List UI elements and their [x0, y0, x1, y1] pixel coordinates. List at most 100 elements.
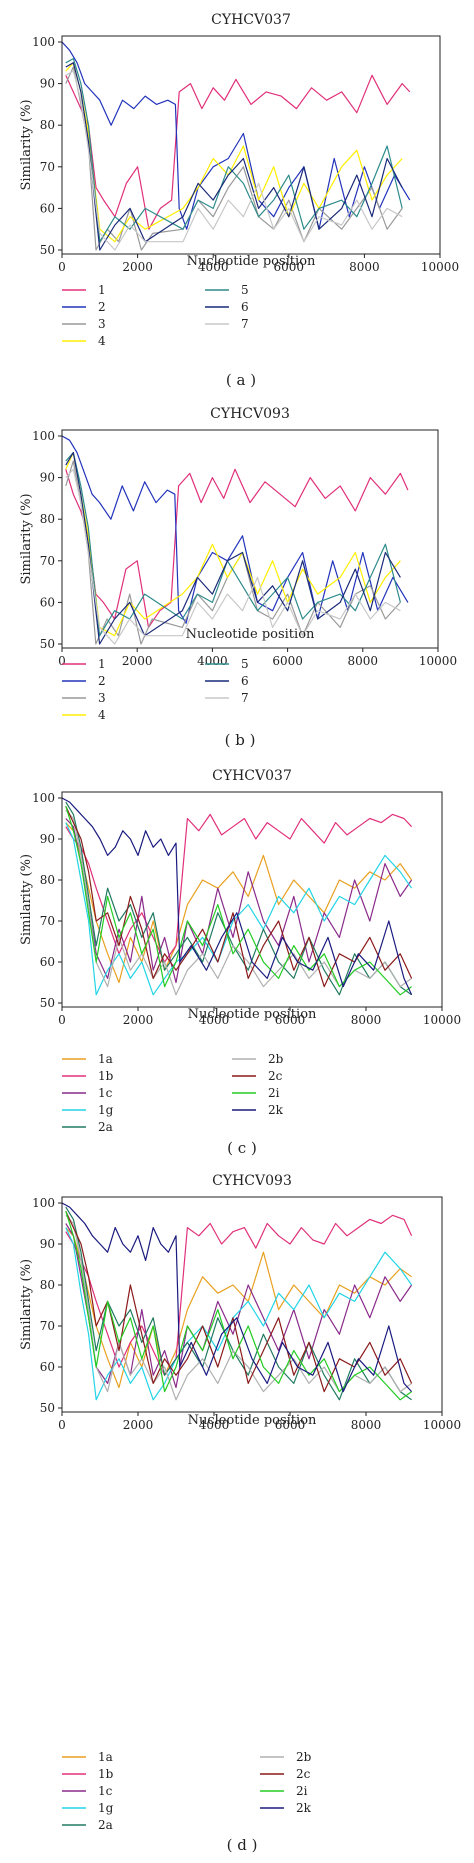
legend-label: 2a: [98, 1120, 113, 1134]
x-tick-label: 6000: [274, 260, 305, 274]
y-tick-label: 100: [32, 429, 55, 443]
x-tick-label: 6000: [275, 1013, 306, 1027]
y-tick-label: 50: [40, 637, 55, 651]
series-line-2a: [65, 1206, 412, 1401]
legend-label: 5: [241, 283, 249, 297]
panel-label: ( a ): [226, 371, 256, 389]
series-line-1c: [65, 818, 413, 984]
y-tick-label: 70: [40, 554, 55, 568]
legend-label: 5: [241, 657, 249, 671]
plot-frame: [61, 1196, 443, 1413]
x-tick-label: 2000: [123, 1013, 154, 1027]
legend-label: 2k: [268, 1103, 284, 1117]
x-tick-label: 10000: [419, 654, 457, 668]
series-line-6: [65, 62, 403, 251]
legend-label: 2a: [98, 1818, 113, 1832]
y-tick-label: 90: [40, 1237, 55, 1251]
legend-label: 2c: [268, 1069, 283, 1083]
series-line-1c: [65, 1223, 413, 1389]
legend-label: 1c: [98, 1784, 113, 1798]
y-tick-label: 90: [40, 832, 55, 846]
x-tick-label: 4000: [199, 1418, 230, 1432]
y-tick-label: 80: [40, 873, 55, 887]
series-line-2i: [65, 1211, 412, 1401]
series-line-1b: [65, 813, 413, 963]
panel-label: ( c ): [227, 1139, 257, 1157]
legend-label: 2b: [296, 1750, 312, 1764]
x-tick-label: 6000: [272, 654, 303, 668]
legend-label: 6: [241, 674, 249, 688]
y-tick-label: 60: [40, 955, 55, 969]
y-tick-label: 50: [40, 243, 55, 257]
y-tick-label: 90: [40, 77, 55, 91]
legend-label: 2: [98, 300, 106, 314]
x-tick-label: 4000: [199, 1013, 230, 1027]
series-line-2c: [65, 805, 413, 988]
series-line-7: [65, 468, 401, 645]
x-tick-label: 8000: [348, 654, 379, 668]
x-axis-label: Nucleotide position: [187, 254, 316, 269]
x-tick-label: 10000: [421, 260, 459, 274]
series-line-2i: [65, 806, 412, 996]
x-tick-label: 2000: [122, 654, 153, 668]
legend-label: 6: [241, 300, 249, 314]
x-tick-label: 6000: [275, 1418, 306, 1432]
series-line-1g: [65, 822, 413, 996]
series-line-1: [65, 468, 409, 628]
series-line-2c: [65, 1210, 413, 1393]
y-tick-label: 60: [40, 1360, 55, 1374]
y-tick-label: 90: [40, 471, 55, 485]
legend-label: 1a: [98, 1052, 113, 1066]
x-tick-label: 0: [58, 260, 66, 274]
legend-label: 2i: [268, 1086, 280, 1100]
chart-title: CYHCV037: [212, 768, 292, 784]
legend-label: 1b: [98, 1069, 114, 1083]
panel-label: ( d ): [227, 1836, 258, 1854]
plot-frame: [61, 429, 439, 649]
series-line-1a: [65, 1227, 412, 1389]
series-line-2: [61, 435, 409, 624]
legend-label: 4: [98, 708, 106, 722]
x-tick-label: 8000: [351, 1013, 382, 1027]
series-line-2k: [61, 1202, 413, 1393]
panel-label: ( b ): [225, 731, 256, 749]
legend-label: 2c: [296, 1767, 311, 1781]
y-tick-label: 80: [40, 118, 55, 132]
legend-label: 3: [98, 691, 106, 705]
legend-label: 1a: [98, 1750, 113, 1764]
x-axis-label: Nucleotide position: [186, 627, 315, 642]
chart-title: CYHCV093: [210, 406, 290, 422]
y-tick-label: 100: [32, 1196, 55, 1210]
series-line-3: [65, 66, 403, 251]
legend-label: 1: [98, 283, 106, 297]
series-line-2k: [61, 797, 413, 996]
y-tick-label: 70: [40, 160, 55, 174]
legend-label: 2: [98, 674, 106, 688]
series-line-2a: [65, 801, 412, 996]
x-tick-label: 4000: [197, 654, 228, 668]
x-axis-label: Nucleotide position: [188, 1007, 317, 1022]
y-tick-label: 50: [40, 996, 55, 1010]
x-tick-label: 8000: [351, 1418, 382, 1432]
chart-title: CYHCV093: [212, 1173, 292, 1189]
y-axis-label: Similarity (%): [19, 1259, 34, 1350]
y-axis-label: Similarity (%): [19, 99, 34, 190]
x-tick-label: 10000: [423, 1013, 461, 1027]
series-line-4: [65, 452, 401, 637]
series-line-1a: [65, 822, 413, 984]
x-tick-label: 4000: [198, 260, 229, 274]
legend-label: 2i: [296, 1784, 308, 1798]
series-line-1b: [65, 1214, 413, 1376]
series-line-6: [65, 452, 401, 645]
legend-label: 3: [98, 317, 106, 331]
legend-label: 7: [241, 317, 249, 331]
x-tick-label: 0: [58, 654, 66, 668]
y-tick-label: 100: [32, 35, 55, 49]
y-tick-label: 60: [40, 595, 55, 609]
legend-label: 2k: [296, 1801, 312, 1815]
y-tick-label: 80: [40, 512, 55, 526]
x-tick-label: 0: [58, 1418, 66, 1432]
chart-title: CYHCV037: [211, 12, 291, 28]
y-axis-label: Similarity (%): [19, 854, 34, 945]
